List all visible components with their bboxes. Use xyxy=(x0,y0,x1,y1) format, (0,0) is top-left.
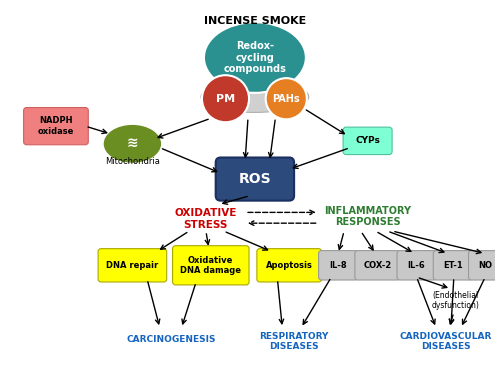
Text: Oxidative
DNA damage: Oxidative DNA damage xyxy=(180,255,242,275)
Ellipse shape xyxy=(201,81,309,112)
Text: ≋: ≋ xyxy=(126,136,138,150)
Ellipse shape xyxy=(204,22,306,93)
Circle shape xyxy=(266,78,307,119)
Text: NO: NO xyxy=(478,261,492,270)
Text: IL-8: IL-8 xyxy=(330,261,347,270)
FancyBboxPatch shape xyxy=(216,158,294,201)
FancyBboxPatch shape xyxy=(98,249,166,282)
Text: COX-2: COX-2 xyxy=(364,261,392,270)
Text: ROS: ROS xyxy=(238,172,271,186)
Text: INCENSE SMOKE: INCENSE SMOKE xyxy=(204,16,306,26)
Text: PAHs: PAHs xyxy=(272,94,300,104)
FancyBboxPatch shape xyxy=(397,251,436,280)
Text: (Endothelial
dysfunction): (Endothelial dysfunction) xyxy=(432,291,480,310)
Text: RESPIRATORY
DISEASES: RESPIRATORY DISEASES xyxy=(260,332,329,351)
Text: ET-1: ET-1 xyxy=(443,261,462,270)
FancyBboxPatch shape xyxy=(434,251,472,280)
FancyBboxPatch shape xyxy=(318,251,358,280)
FancyBboxPatch shape xyxy=(343,127,392,154)
Text: PM: PM xyxy=(216,94,235,104)
Text: Redox-
cycling
compounds: Redox- cycling compounds xyxy=(224,41,286,74)
Circle shape xyxy=(202,75,249,122)
FancyBboxPatch shape xyxy=(257,249,322,282)
Text: Apoptosis: Apoptosis xyxy=(266,261,312,270)
Text: CARDIOVASCULAR
DISEASES: CARDIOVASCULAR DISEASES xyxy=(400,332,492,351)
Text: IL-6: IL-6 xyxy=(408,261,426,270)
Text: CYPs: CYPs xyxy=(355,137,380,145)
Text: Mitochondria: Mitochondria xyxy=(105,157,160,166)
FancyBboxPatch shape xyxy=(355,251,400,280)
Text: DNA repair: DNA repair xyxy=(106,261,158,270)
FancyBboxPatch shape xyxy=(468,251,500,280)
Ellipse shape xyxy=(103,124,162,164)
Text: OXIDATIVE
STRESS: OXIDATIVE STRESS xyxy=(174,208,237,230)
FancyBboxPatch shape xyxy=(172,246,249,285)
Text: INFLAMMATORY
RESPONSES: INFLAMMATORY RESPONSES xyxy=(324,205,411,227)
FancyBboxPatch shape xyxy=(24,108,88,145)
Text: CARCINOGENESIS: CARCINOGENESIS xyxy=(127,335,216,344)
Text: NADPH
oxidase: NADPH oxidase xyxy=(38,116,74,136)
